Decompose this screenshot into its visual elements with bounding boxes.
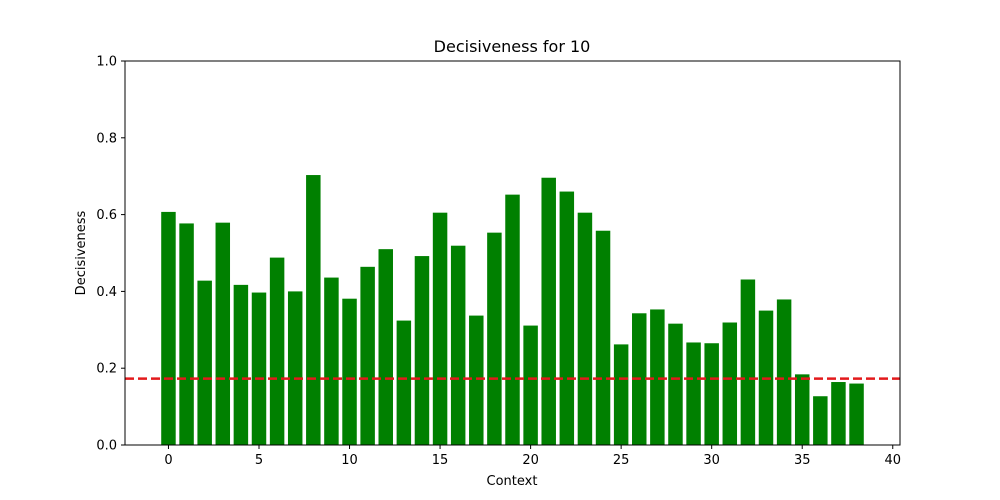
bar bbox=[179, 223, 194, 445]
x-tick-label: 15 bbox=[432, 453, 449, 468]
x-tick-label: 30 bbox=[703, 453, 720, 468]
bar bbox=[794, 374, 810, 445]
bar bbox=[487, 232, 502, 445]
bar bbox=[523, 325, 538, 445]
bar bbox=[287, 291, 303, 445]
bar bbox=[360, 266, 375, 445]
x-tick-label: 5 bbox=[255, 453, 263, 468]
bar bbox=[813, 396, 828, 445]
bar bbox=[559, 191, 575, 445]
y-axis-label: Decisiveness bbox=[74, 210, 89, 295]
bar bbox=[414, 256, 430, 445]
x-tick-label: 0 bbox=[164, 453, 172, 468]
bar bbox=[577, 212, 593, 445]
bar bbox=[306, 175, 321, 445]
y-tick-label: 1.0 bbox=[96, 55, 117, 70]
plot-area-frame bbox=[124, 60, 901, 446]
bar bbox=[324, 277, 339, 445]
bar bbox=[650, 309, 665, 445]
chart-title: Decisiveness for 10 bbox=[434, 37, 591, 56]
bar bbox=[197, 280, 212, 445]
bar bbox=[505, 194, 520, 445]
bar bbox=[541, 177, 556, 445]
bar bbox=[378, 249, 393, 445]
bar bbox=[161, 211, 176, 445]
bar bbox=[831, 382, 846, 445]
x-tick-label: 10 bbox=[341, 453, 358, 468]
bar bbox=[849, 383, 864, 445]
bar bbox=[396, 320, 412, 445]
bar bbox=[668, 323, 683, 445]
bar bbox=[432, 212, 448, 445]
bar bbox=[269, 257, 285, 445]
bar bbox=[613, 344, 629, 445]
x-tick-label: 35 bbox=[794, 453, 811, 468]
bar bbox=[740, 279, 756, 445]
bar-series bbox=[161, 175, 864, 445]
y-tick-label: 0.2 bbox=[96, 362, 117, 377]
y-tick-label: 0.4 bbox=[96, 285, 117, 300]
x-axis-ticks: 0 5 10 15 20 25 30 35 40 bbox=[164, 445, 901, 468]
bar bbox=[469, 315, 484, 445]
bar bbox=[233, 284, 249, 445]
x-tick-label: 20 bbox=[522, 453, 539, 468]
x-tick-label: 25 bbox=[613, 453, 630, 468]
bar bbox=[450, 245, 466, 445]
bar bbox=[342, 298, 357, 445]
bar bbox=[215, 222, 231, 445]
bar bbox=[251, 292, 267, 445]
bar bbox=[704, 343, 719, 445]
y-tick-label: 0.6 bbox=[96, 208, 117, 223]
y-axis-ticks: 0.0 0.2 0.4 0.6 0.8 1.0 bbox=[96, 55, 125, 454]
y-tick-label: 0.0 bbox=[96, 439, 117, 454]
bar bbox=[722, 322, 738, 445]
bar bbox=[686, 342, 701, 445]
x-tick-label: 40 bbox=[884, 453, 901, 468]
bar bbox=[595, 230, 611, 445]
bar bbox=[776, 299, 792, 445]
x-axis-label: Context bbox=[487, 474, 538, 489]
y-tick-label: 0.8 bbox=[96, 131, 117, 146]
